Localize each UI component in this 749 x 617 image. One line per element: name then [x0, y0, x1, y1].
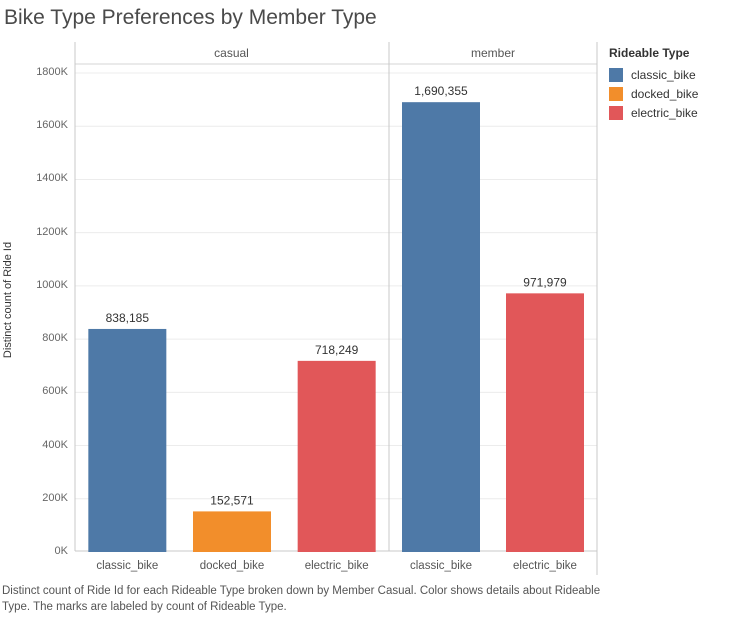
y-tick-label: 1800K [36, 66, 68, 78]
chart-caption: Distinct count of Ride Id for each Ridea… [2, 585, 601, 613]
data-label: 718,249 [315, 343, 359, 357]
x-tick-label: electric_bike [513, 560, 577, 572]
bar-member-classic-bike [402, 102, 480, 553]
bar-casual-electric-bike [297, 360, 376, 552]
legend-item-classic-bike[interactable]: classic_bike [609, 65, 698, 84]
data-label: 971,979 [523, 275, 567, 289]
legend-title: Rideable Type [609, 46, 690, 60]
legend-item-electric-bike[interactable]: electric_bike [609, 103, 698, 122]
data-label: 838,185 [106, 311, 150, 325]
data-label: 152,571 [210, 493, 254, 507]
chart-title: Bike Type Preferences by Member Type [4, 6, 377, 29]
panel-header-member: member [470, 46, 515, 60]
x-tick-label: electric_bike [305, 560, 369, 572]
bar-casual-docked-bike [193, 511, 271, 552]
legend-label: docked_bike [631, 86, 699, 101]
x-tick-label: docked_bike [200, 560, 265, 572]
legend: Rideable Type classic_bike docked_bike e… [609, 46, 698, 122]
y-tick-label: 1200K [36, 225, 68, 238]
legend-label: electric_bike [631, 105, 698, 120]
panel-header-casual: casual [214, 46, 249, 60]
y-tick-label: 0K [54, 545, 68, 557]
legend-swatch [609, 105, 623, 120]
y-tick-label: 600K [42, 385, 68, 398]
legend-swatch [609, 67, 623, 82]
y-tick-label: 400K [42, 438, 68, 451]
y-tick-label: 1000K [36, 278, 68, 291]
data-label: 1,690,355 [414, 84, 468, 98]
x-tick-label: classic_bike [410, 560, 472, 572]
y-tick-label: 200K [42, 491, 68, 504]
y-tick-label: 1400K [36, 172, 68, 185]
legend-item-docked-bike[interactable]: docked_bike [609, 84, 698, 103]
bar-casual-classic-bike [88, 328, 167, 552]
legend-label: classic_bike [631, 67, 696, 82]
legend-swatch [609, 86, 623, 101]
bar-member-electric-bike [506, 293, 584, 552]
y-tick-label: 1600K [36, 119, 68, 132]
x-tick-label: classic_bike [96, 560, 158, 572]
y-tick-label: 800K [42, 332, 68, 345]
